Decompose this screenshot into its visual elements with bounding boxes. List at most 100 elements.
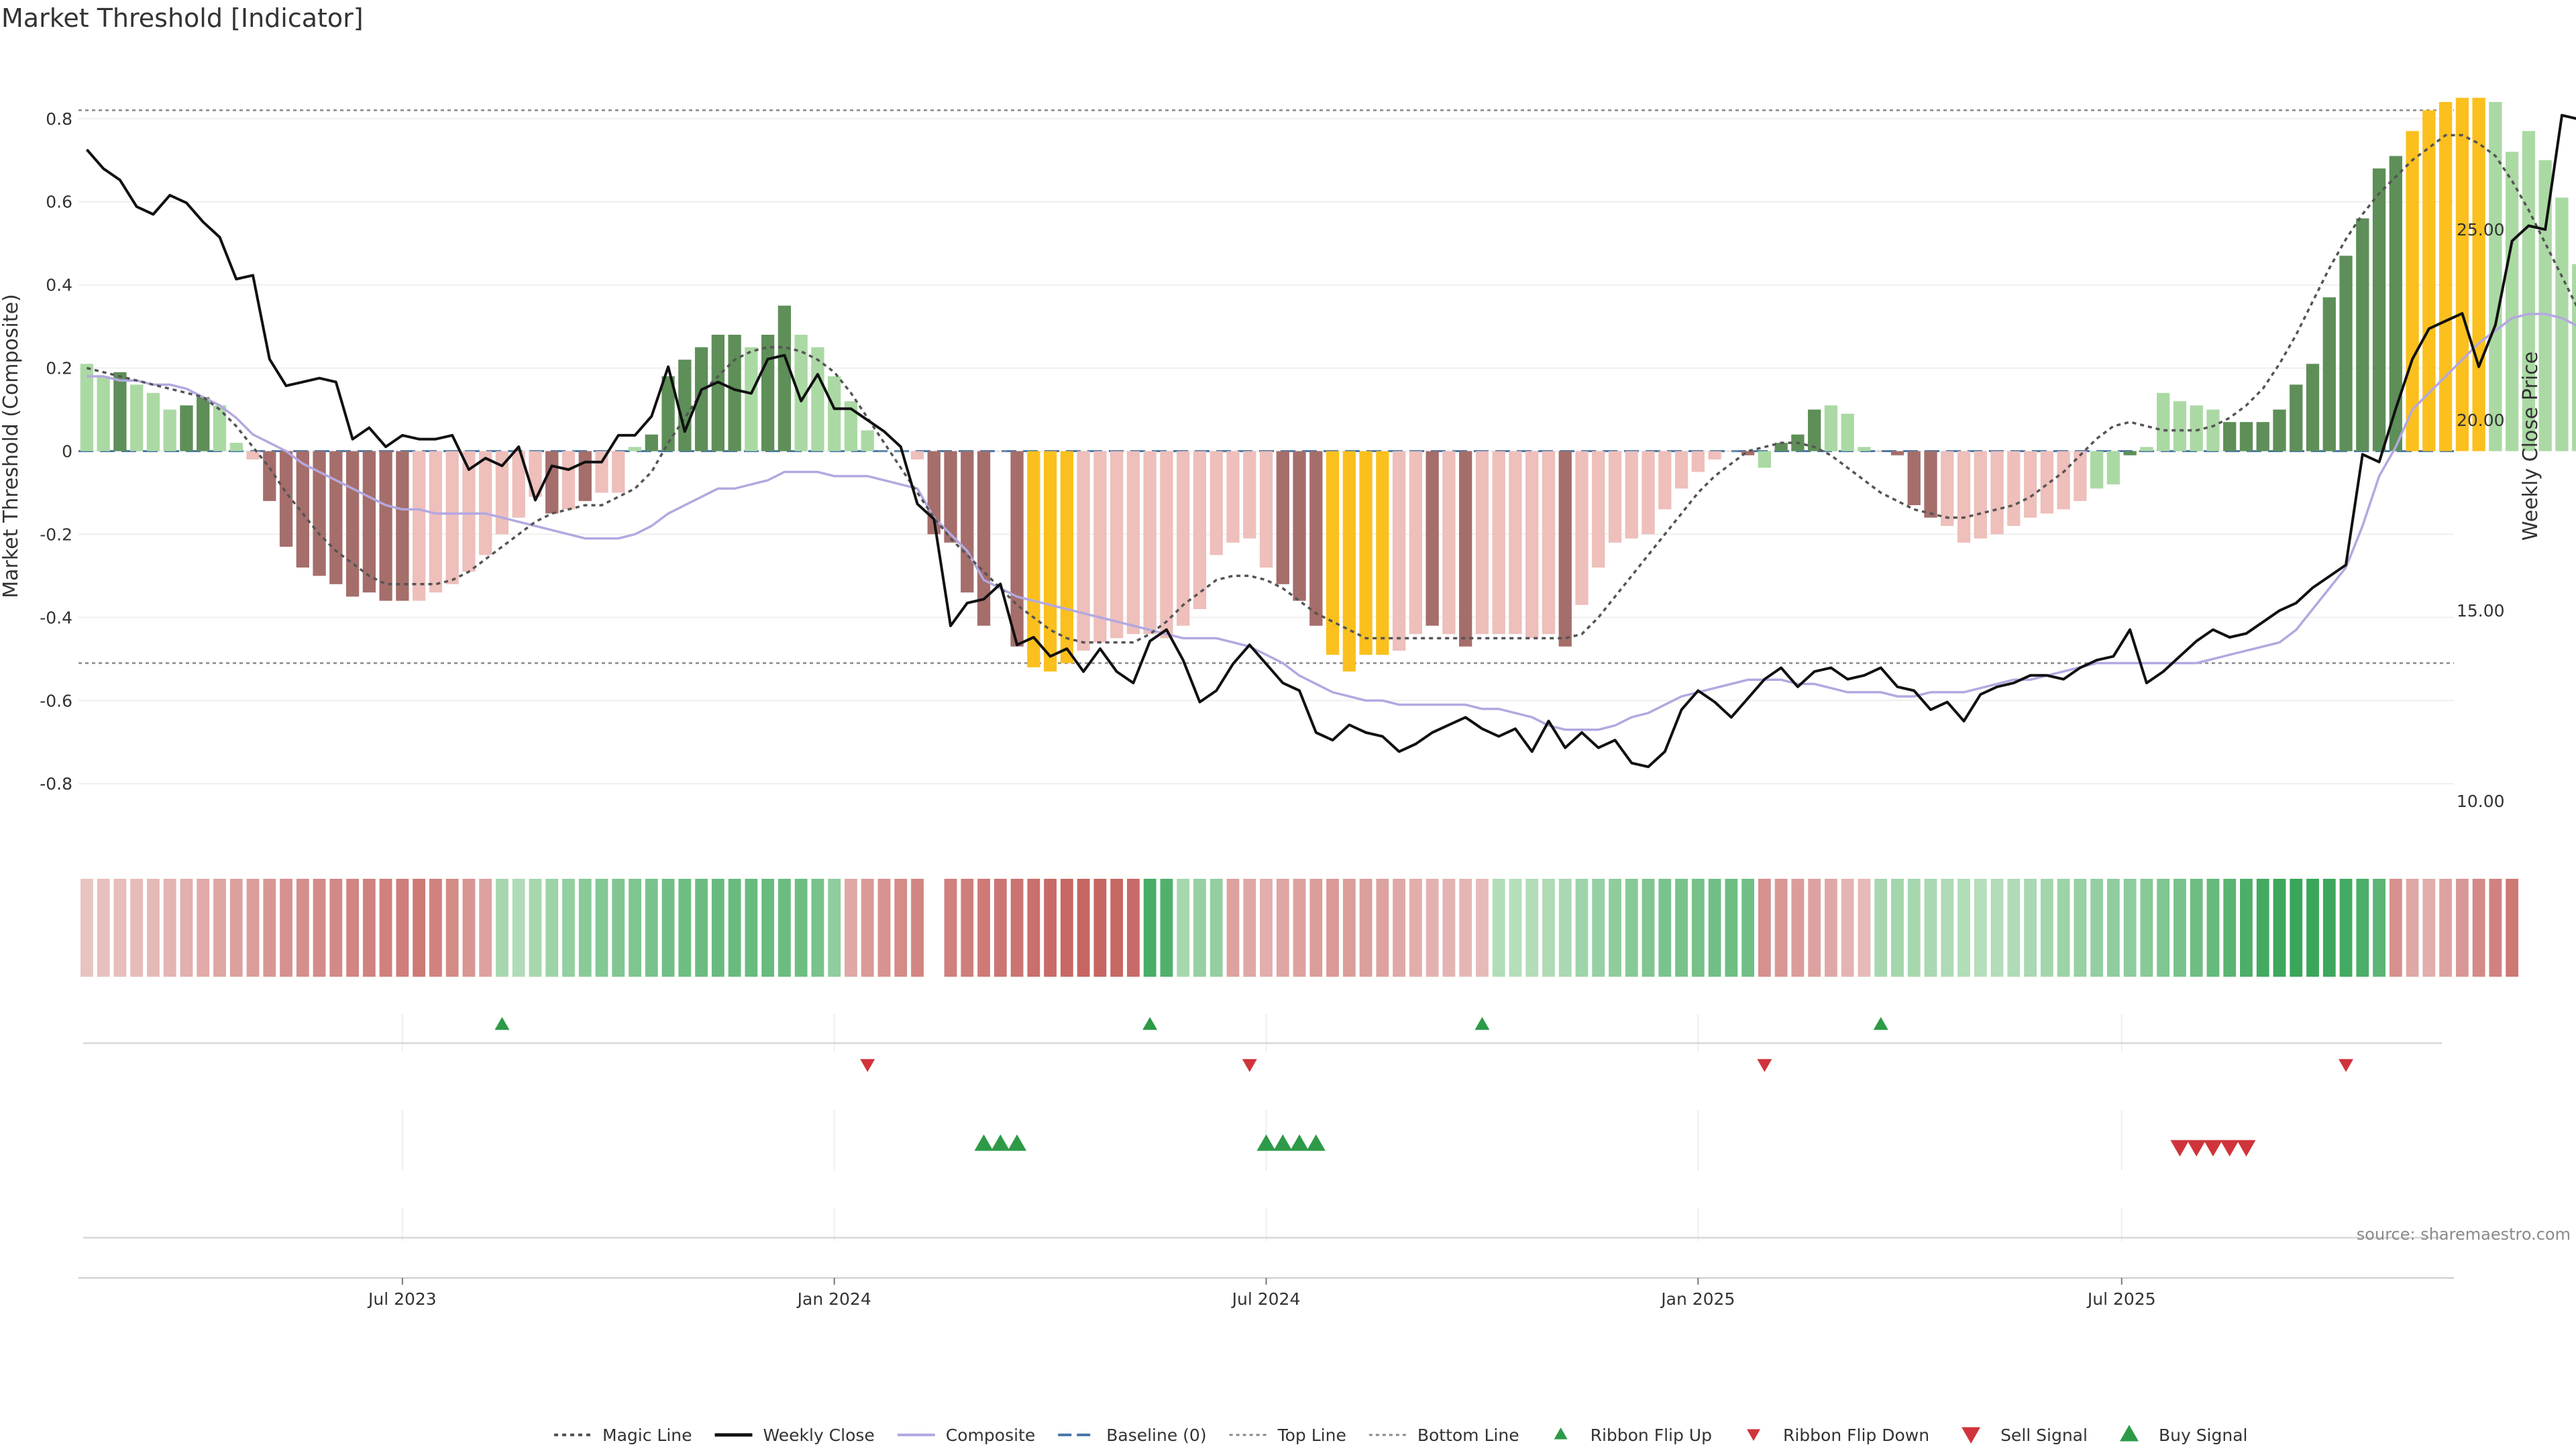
composite-bar (761, 334, 775, 451)
composite-bar (130, 384, 144, 451)
composite-bar (877, 451, 890, 452)
composite-bar (229, 443, 243, 451)
composite-bar (2538, 160, 2552, 451)
ribbon-cell (1044, 879, 1057, 977)
composite-bar (794, 334, 808, 451)
y-axis-ticks: 0.8 0.6 0.4 0.2 0 -0.2 -0.4 -0.6 -0.8 (40, 109, 72, 794)
composite-bar (479, 451, 492, 555)
ribbon-cell (612, 879, 625, 977)
ribbon-cell (1309, 879, 1323, 977)
legend-item: Ribbon Flip Down (1746, 1426, 1929, 1445)
ribbon-cell (2140, 879, 2153, 977)
composite-bar (1243, 451, 1256, 539)
ribbon-flip-down-marker (1757, 1059, 1772, 1072)
ribbon-flip-down-marker (860, 1059, 875, 1072)
y-tick-label: 0.2 (46, 359, 72, 378)
ribbon-cell (1027, 879, 1040, 977)
composite-bars (80, 97, 2576, 672)
ribbon-cell (1525, 879, 1539, 977)
ribbon-cell (2455, 879, 2469, 977)
composite-bar (2123, 451, 2137, 455)
ribbon-cell (578, 879, 592, 977)
composite-bar (2007, 451, 2021, 527)
ribbon-cell (2190, 879, 2203, 977)
ribbon-cell (1409, 879, 1422, 977)
y-tick-label: -0.6 (40, 691, 72, 710)
ribbon-cell (2373, 879, 2385, 977)
ribbon-cell (1093, 879, 1107, 977)
composite-bar (2206, 409, 2220, 451)
legend-label: Magic Line (602, 1426, 692, 1445)
composite-bar (1143, 451, 1157, 635)
ribbon-cell (2472, 879, 2485, 977)
legend-item: Sell Signal (1962, 1426, 2088, 1445)
composite-bar (1359, 451, 1373, 655)
composite-bar (1608, 451, 1622, 543)
composite-bar (1691, 451, 1705, 472)
ribbon-cell (2057, 879, 2070, 977)
composite-bar (1841, 413, 1854, 451)
ribbon-cell (197, 879, 210, 977)
ribbon-cell (396, 879, 409, 977)
composite-bar (1708, 451, 1721, 460)
composite-bar (146, 392, 160, 451)
legend-swatch (2119, 1425, 2139, 1442)
composite-bar (2023, 451, 2037, 518)
ribbon-cell (313, 879, 326, 977)
composite-bar (1027, 451, 1040, 667)
buy-signal-marker (1306, 1134, 1326, 1151)
composite-bar (345, 451, 360, 597)
ribbon-cell (562, 879, 575, 977)
y-tick-label: 0.4 (46, 276, 72, 295)
composite-bar (1890, 451, 1904, 455)
buy-signal-marker (1273, 1134, 1293, 1151)
x-tick-label: Jul 2025 (2086, 1289, 2156, 1309)
composite-bar (1658, 451, 1672, 510)
composite-bar (2273, 409, 2286, 451)
ribbon-cell (2106, 879, 2120, 977)
magic-line (86, 133, 2576, 644)
composite-bar (1774, 443, 1788, 451)
composite-bar (994, 451, 1007, 452)
composite-bar (1458, 451, 1472, 647)
composite-bar (2106, 451, 2121, 485)
ribbon-cell (113, 879, 127, 977)
composite-bar (861, 430, 874, 451)
composite-bar (1492, 451, 1505, 635)
ribbon-cell (944, 879, 957, 977)
composite-bar (2406, 131, 2419, 451)
composite-bar (2290, 384, 2303, 451)
composite-bar (1957, 451, 1971, 543)
composite-bar (1542, 451, 1556, 635)
y-tick-label: 0.8 (46, 109, 72, 129)
composite-bar (844, 401, 858, 451)
ribbon-cell (97, 879, 110, 977)
composite-bar (1276, 451, 1289, 584)
y2-tick-label: 15.00 (2457, 601, 2505, 621)
composite-bar (2489, 101, 2502, 451)
y2-tick-label: 20.00 (2457, 411, 2505, 430)
composite-bar (379, 451, 392, 601)
ribbon-cell (1359, 879, 1373, 977)
ribbon-cell (678, 879, 692, 977)
ribbon-cell (777, 879, 791, 977)
series-lines (85, 113, 2576, 769)
composite-bar (661, 376, 675, 451)
ribbon-cell (1941, 879, 1954, 977)
ribbon-cell (1509, 879, 1522, 977)
composite-bar (1226, 451, 1240, 543)
ribbon-cell (1459, 879, 1472, 977)
ribbon-flip-markers (83, 1014, 2442, 1072)
composite-bar (678, 360, 692, 451)
sell-signal-marker (2237, 1140, 2256, 1157)
ribbon-cell (2322, 879, 2336, 977)
ribbon-cell (1891, 879, 1904, 977)
ribbon-cell (2439, 879, 2453, 977)
ribbon-cell (2389, 879, 2402, 977)
ribbon-cell (1625, 879, 1638, 977)
composite-bar (163, 409, 176, 451)
composite-bar (1376, 451, 1389, 655)
composite-bar (495, 451, 509, 535)
legend-item: Bottom Line (1368, 1426, 1519, 1445)
ribbon-cell (1592, 879, 1605, 977)
